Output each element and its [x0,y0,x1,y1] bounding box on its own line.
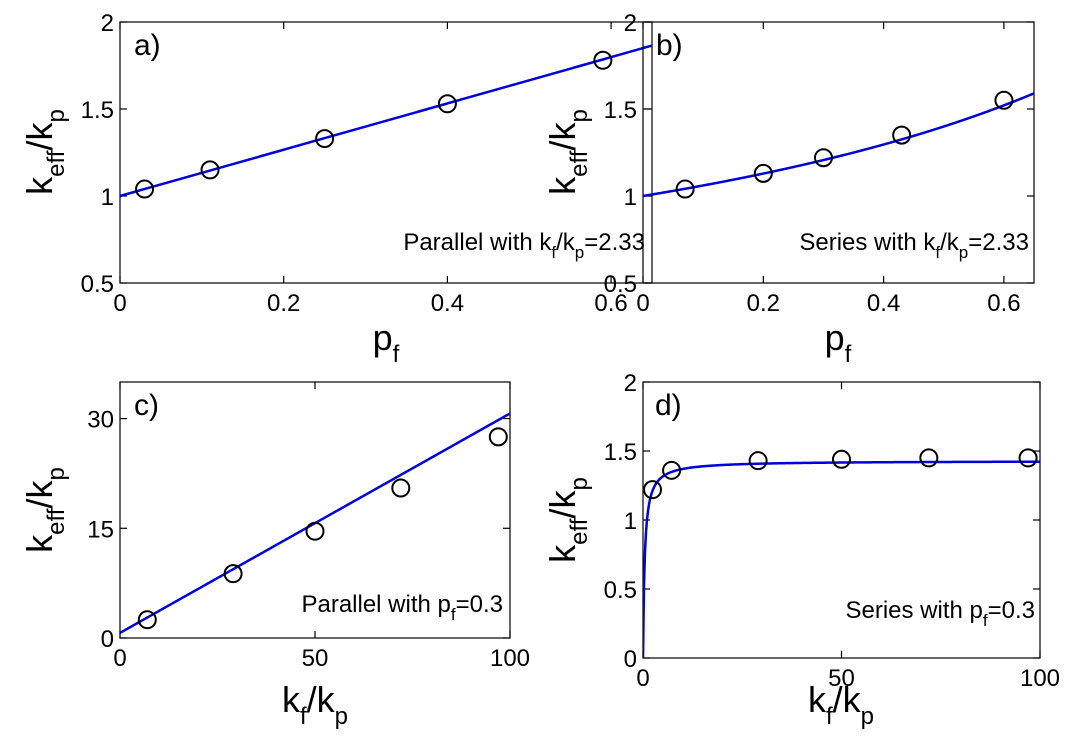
x-tick-label: 0.2 [267,290,300,317]
data-point [813,148,833,168]
data-point [1018,448,1038,468]
data-point [305,521,325,541]
data-point [437,94,457,114]
x-tick-label: 0 [113,290,126,317]
y-tick-label: 1 [624,184,637,211]
x-axis-label: pf [373,317,400,368]
axes-box [642,21,1035,284]
y-tick-label: 0 [624,646,637,673]
y-tick-label: 0 [101,626,114,653]
fit-line [643,92,1034,198]
x-tick-label: 0.2 [747,290,780,317]
data-point [832,449,851,469]
y-axis-label: keff/kp [19,109,70,195]
x-axis-label: pf [825,317,852,368]
data-point [315,129,335,149]
data-point [488,427,508,447]
x-tick-label: 0.6 [987,290,1020,317]
panel-label: c) [134,389,159,422]
x-tick-label: 0.4 [867,290,900,317]
annotation: Series with kf/kp=2.33 [799,229,1029,262]
data-point [892,125,912,145]
data-point [137,610,157,630]
y-tick-label: 0.5 [604,577,637,604]
x-tick-label: 0.6 [594,290,627,317]
y-tick-label: 1 [101,184,114,211]
y-tick-label: 1 [624,508,637,535]
data-point [643,480,663,500]
axes-box [119,21,653,284]
x-tick-label: 0.4 [431,290,464,317]
panel-label: a) [134,29,161,62]
y-axis-label: keff/kp [542,109,593,195]
annotation: Parallel with kf/kp=2.33 [403,229,645,262]
data-point [675,179,695,199]
x-axis-label: kf/kp [808,679,874,730]
data-point [200,160,220,180]
x-tick-label: 0 [113,645,126,672]
panel-d: 0 50 100 0 0.5 1 1.5 2 d) Series with pf=0.3 kf/kp… [542,370,1060,730]
y-tick-label: 2 [624,370,637,397]
annotation: Parallel with pf=0.3 [301,591,503,624]
data-point [662,460,682,480]
y-tick-label: 0.5 [604,271,637,298]
x-tick-label: 100 [490,645,530,672]
panel-label: d) [655,389,682,422]
x-tick-label: 0 [636,665,649,692]
panel-a: 0 0.2 0.4 0.60.511.52a)Parallel with kf/kp=… [19,10,653,368]
y-tick-label: 15 [87,516,114,543]
x-tick-label: 100 [1020,665,1060,692]
fit-line [643,460,1040,658]
y-tick-label: 2 [101,10,114,37]
y-axis-label: keff/kp [19,467,70,553]
y-tick-label: 2 [624,10,637,37]
data-point [135,179,155,199]
x-tick-label: 50 [828,665,855,692]
x-tick-label: 50 [302,645,329,672]
annotation: Series with pf=0.3 [845,597,1035,630]
data-point [391,478,411,498]
data-point [593,50,613,70]
y-tick-label: 1.5 [604,97,637,124]
x-axis-label: kf/kp [282,679,348,730]
x-tick-label: 0 [636,290,649,317]
data-point [748,451,768,471]
y-tick-label: 30 [87,407,114,434]
y-tick-label: 0.5 [81,271,114,298]
panel-c: 0 50 100 0 15 30 c) Parallel with pf=0.3 kf/kp ke… [19,381,530,730]
data-point [223,564,243,584]
data-point [994,90,1014,110]
panel-label: b) [656,29,683,62]
data-point [919,448,939,468]
panel-b: 0 0.2 0.4 0.60.511.52b)Series with kf/kp=2.… [542,10,1035,368]
y-axis-label: keff/kp [542,477,593,563]
y-tick-label: 1.5 [81,97,114,124]
fit-line [120,44,652,198]
y-tick-label: 1.5 [604,439,637,466]
data-point [753,163,773,183]
